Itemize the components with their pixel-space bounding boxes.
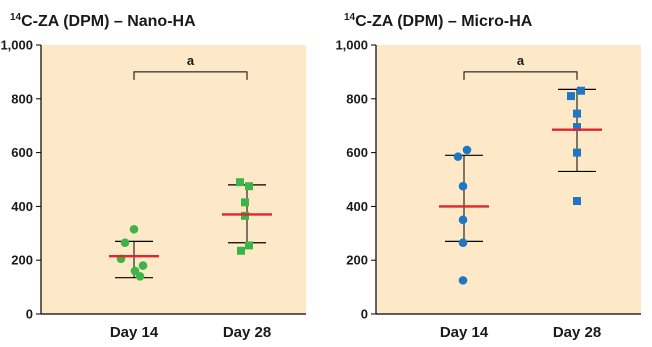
data-point xyxy=(245,241,253,250)
y-tick-label: 1,000 xyxy=(335,38,368,53)
data-point xyxy=(567,92,575,101)
x-tick-label: Day 14 xyxy=(110,324,159,341)
title-superscript: 14 xyxy=(10,12,22,23)
y-tick-label: 600 xyxy=(11,145,33,160)
chart-panel-2: 14C-ZA (DPM) – Micro-HA 0 200 400 600 800 1,00… xyxy=(335,12,641,341)
plot-area xyxy=(376,45,641,314)
y-tick-label: 200 xyxy=(346,253,368,268)
chart-title: 14C-ZA (DPM) – Micro-HA xyxy=(344,12,533,30)
significance-label: a xyxy=(187,53,195,68)
chart-panel-1: 14C-ZA (DPM) – Nano-HA 0 200 400 600 800 1,000… xyxy=(0,12,306,341)
data-point xyxy=(573,148,581,157)
plot-area xyxy=(41,45,306,314)
y-tick-label: 800 xyxy=(11,91,33,106)
chart-title: 14C-ZA (DPM) – Nano-HA xyxy=(10,12,196,30)
significance-bracket xyxy=(463,71,578,80)
y-tick-label: 400 xyxy=(11,199,33,214)
y-tick-label: 800 xyxy=(346,91,368,106)
y-tick-label: 200 xyxy=(11,253,33,268)
data-point xyxy=(462,145,472,155)
data-point xyxy=(573,109,581,118)
y-tick-label: 1,000 xyxy=(0,38,33,53)
x-tick-label: Day 14 xyxy=(440,324,489,341)
data-point xyxy=(120,238,130,248)
significance-bracket xyxy=(133,71,248,80)
y-tick-label: 0 xyxy=(26,307,33,322)
y-tick-label: 600 xyxy=(346,145,368,160)
data-point xyxy=(458,181,468,191)
data-point xyxy=(573,123,581,132)
y-tick-label: 0 xyxy=(361,307,368,322)
data-point xyxy=(245,182,253,191)
data-point xyxy=(130,266,140,276)
data-point xyxy=(577,86,585,95)
data-point xyxy=(237,246,245,255)
data-point xyxy=(453,152,463,161)
data-point xyxy=(458,276,468,285)
data-point xyxy=(135,272,145,281)
data-point xyxy=(573,197,581,206)
data-point xyxy=(458,215,468,225)
data-point xyxy=(458,238,468,248)
data-point xyxy=(129,224,139,234)
data-point xyxy=(236,178,244,187)
x-tick-label: Day 28 xyxy=(223,324,271,341)
title-text: C-ZA (DPM) – Nano-HA xyxy=(21,13,196,30)
x-tick-label: Day 28 xyxy=(553,324,601,341)
title-superscript: 14 xyxy=(344,12,356,23)
data-point xyxy=(241,211,249,220)
y-tick-label: 400 xyxy=(346,199,368,214)
title-text: C-ZA (DPM) – Micro-HA xyxy=(355,13,533,30)
data-point xyxy=(138,261,148,270)
significance-label: a xyxy=(517,53,525,68)
data-point xyxy=(241,198,249,207)
